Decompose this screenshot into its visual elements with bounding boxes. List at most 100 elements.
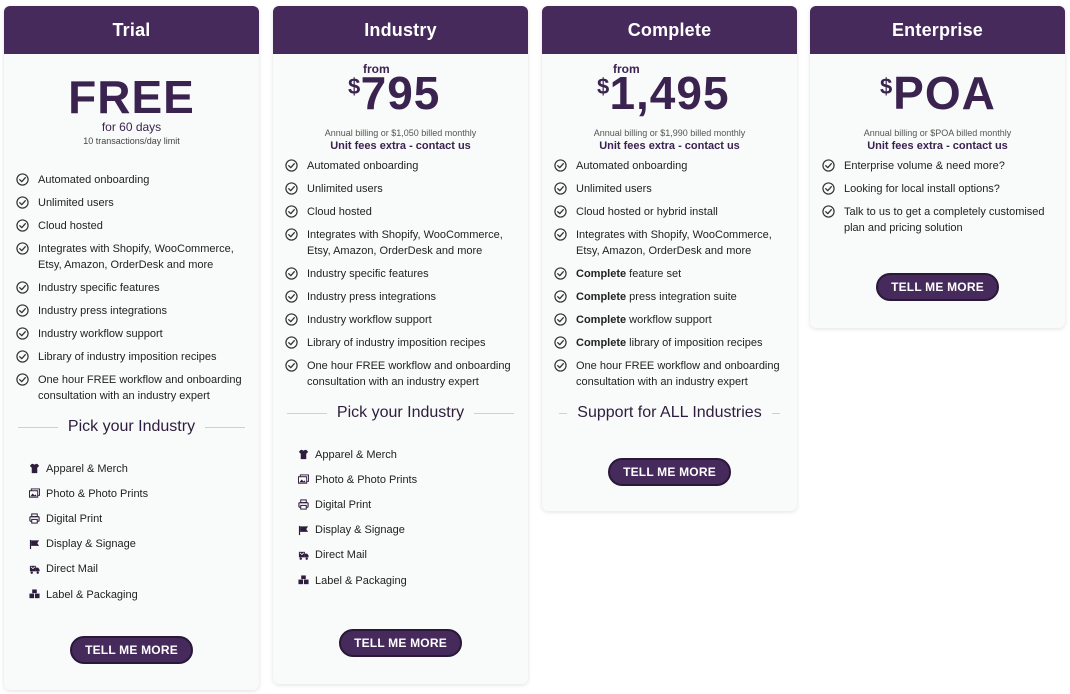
industry-item-photo[interactable]: Photo & Photo Prints: [297, 467, 503, 492]
flag-icon: [298, 525, 309, 536]
divider: [559, 412, 568, 414]
photos-icon: [297, 474, 309, 485]
industry-item-direct-mail[interactable]: Direct Mail: [29, 557, 234, 582]
industry-item-label[interactable]: Label & Packaging: [29, 582, 234, 607]
printer-icon: [298, 499, 309, 511]
tell-me-more-button[interactable]: TELL ME MORE: [70, 636, 193, 664]
from-label: from: [613, 62, 640, 76]
check-circle-icon: [16, 196, 29, 209]
feature-list: Automated onboarding Unlimited users Clo…: [4, 172, 259, 404]
check-circle-icon: [285, 182, 298, 195]
check-circle-icon: [554, 228, 567, 241]
printer-icon: [29, 513, 40, 525]
check-circle-icon: [285, 313, 298, 326]
feature-item: Complete press integration suite: [554, 289, 785, 305]
feature-item: One hour FREE workflow and onboarding co…: [285, 358, 516, 390]
plan-card-industry: Industry from $ 795 Annual billing or $1…: [273, 6, 528, 684]
price-block: $ POA Annual billing or $POA billed mont…: [810, 54, 1065, 158]
feature-item: Automated onboarding: [554, 158, 785, 174]
cta-wrap: TELL ME MORE: [810, 273, 1065, 301]
tell-me-more-button[interactable]: TELL ME MORE: [608, 458, 731, 486]
trial-limit: 10 transactions/day limit: [83, 136, 180, 146]
cta-wrap: TELL ME MORE: [4, 636, 259, 664]
feature-item: Talk to us to get a completely customise…: [822, 204, 1053, 236]
currency-symbol: $: [348, 74, 361, 99]
price-value: FREE: [68, 71, 195, 123]
price-value: 1,495: [609, 67, 730, 119]
feature-item: One hour FREE workflow and onboarding co…: [16, 372, 247, 404]
feature-item: Industry workflow support: [285, 312, 516, 328]
billing-note: Annual billing or $1,050 billed monthly: [324, 128, 477, 138]
check-circle-icon: [16, 219, 29, 232]
feature-item: Looking for local install options?: [822, 181, 1053, 197]
check-circle-icon: [554, 182, 567, 195]
feature-item: Industry specific features: [16, 280, 247, 296]
industry-item-label[interactable]: Label & Packaging: [298, 568, 503, 593]
section-title: Support for ALL Industries: [556, 404, 783, 422]
check-circle-icon: [554, 267, 567, 280]
cta-wrap: TELL ME MORE: [273, 629, 528, 657]
feature-item: Library of industry imposition recipes: [16, 349, 247, 365]
feature-item: Industry press integrations: [285, 289, 516, 305]
check-circle-icon: [554, 159, 567, 172]
check-circle-icon: [285, 290, 298, 303]
feature-item: Automated onboarding: [285, 158, 516, 174]
billing-note: Annual billing or $1,990 billed monthly: [593, 128, 746, 138]
feature-list: Enterprise volume & need more? Looking f…: [810, 158, 1065, 236]
industry-item-direct-mail[interactable]: Direct Mail: [298, 543, 503, 568]
feature-item: Unlimited users: [16, 195, 247, 211]
unit-fees-note: Unit fees extra - contact us: [330, 140, 471, 152]
cta-wrap: TELL ME MORE: [542, 458, 797, 486]
check-circle-icon: [285, 228, 298, 241]
boxes-icon: [29, 589, 40, 600]
price-block: from $ 1,495 Annual billing or $1,990 bi…: [542, 54, 797, 158]
section-title: Pick your Industry: [287, 404, 514, 422]
industry-item-display[interactable]: Display & Signage: [29, 532, 234, 557]
check-circle-icon: [554, 336, 567, 349]
plan-title: Trial: [4, 6, 259, 54]
check-circle-icon: [16, 304, 29, 317]
feature-item: Library of industry imposition recipes: [285, 335, 516, 351]
tell-me-more-button[interactable]: TELL ME MORE: [876, 273, 999, 301]
divider: [771, 412, 780, 414]
tshirt-icon: [298, 449, 309, 460]
check-circle-icon: [285, 336, 298, 349]
plan-card-complete: Complete from $ 1,495 Annual billing or …: [542, 6, 797, 511]
industry-list: Apparel & Merch Photo & Photo Prints Dig…: [4, 456, 259, 607]
check-circle-icon: [822, 205, 835, 218]
industry-item-apparel[interactable]: Apparel & Merch: [29, 456, 234, 481]
price-value: 795: [360, 67, 441, 119]
feature-item: Unlimited users: [285, 181, 516, 197]
feature-item: Industry press integrations: [16, 303, 247, 319]
feature-item: Complete workflow support: [554, 312, 785, 328]
feature-item: Integrates with Shopify, WooCommerce, Et…: [16, 241, 247, 273]
plan-title: Enterprise: [810, 6, 1065, 54]
price-block: FREE for 60 days 10 transactions/day lim…: [4, 54, 259, 166]
photos-icon: [28, 488, 40, 499]
industry-item-display[interactable]: Display & Signage: [298, 518, 503, 543]
feature-item: Enterprise volume & need more?: [822, 158, 1053, 174]
plan-card-enterprise: Enterprise $ POA Annual billing or $POA …: [810, 6, 1065, 328]
industry-item-apparel[interactable]: Apparel & Merch: [298, 442, 503, 467]
feature-list: Automated onboarding Unlimited users Clo…: [542, 158, 797, 390]
check-circle-icon: [822, 159, 835, 172]
tell-me-more-button[interactable]: TELL ME MORE: [339, 629, 462, 657]
boxes-icon: [298, 575, 309, 586]
feature-item: Cloud hosted: [16, 218, 247, 234]
feature-item: Cloud hosted: [285, 204, 516, 220]
check-circle-icon: [554, 290, 567, 303]
feature-item: Complete feature set: [554, 266, 785, 282]
industry-item-photo[interactable]: Photo & Photo Prints: [28, 481, 234, 506]
check-circle-icon: [285, 359, 298, 372]
check-circle-icon: [285, 267, 298, 280]
check-circle-icon: [554, 313, 567, 326]
currency-symbol: $: [880, 74, 893, 99]
divider: [474, 412, 514, 414]
industry-item-digital-print[interactable]: Digital Print: [29, 506, 234, 531]
feature-list: Automated onboarding Unlimited users Clo…: [273, 158, 528, 390]
unit-fees-note: Unit fees extra - contact us: [599, 140, 740, 152]
check-circle-icon: [285, 159, 298, 172]
industry-item-digital-print[interactable]: Digital Print: [298, 492, 503, 517]
feature-item: Unlimited users: [554, 181, 785, 197]
tshirt-icon: [29, 463, 40, 474]
